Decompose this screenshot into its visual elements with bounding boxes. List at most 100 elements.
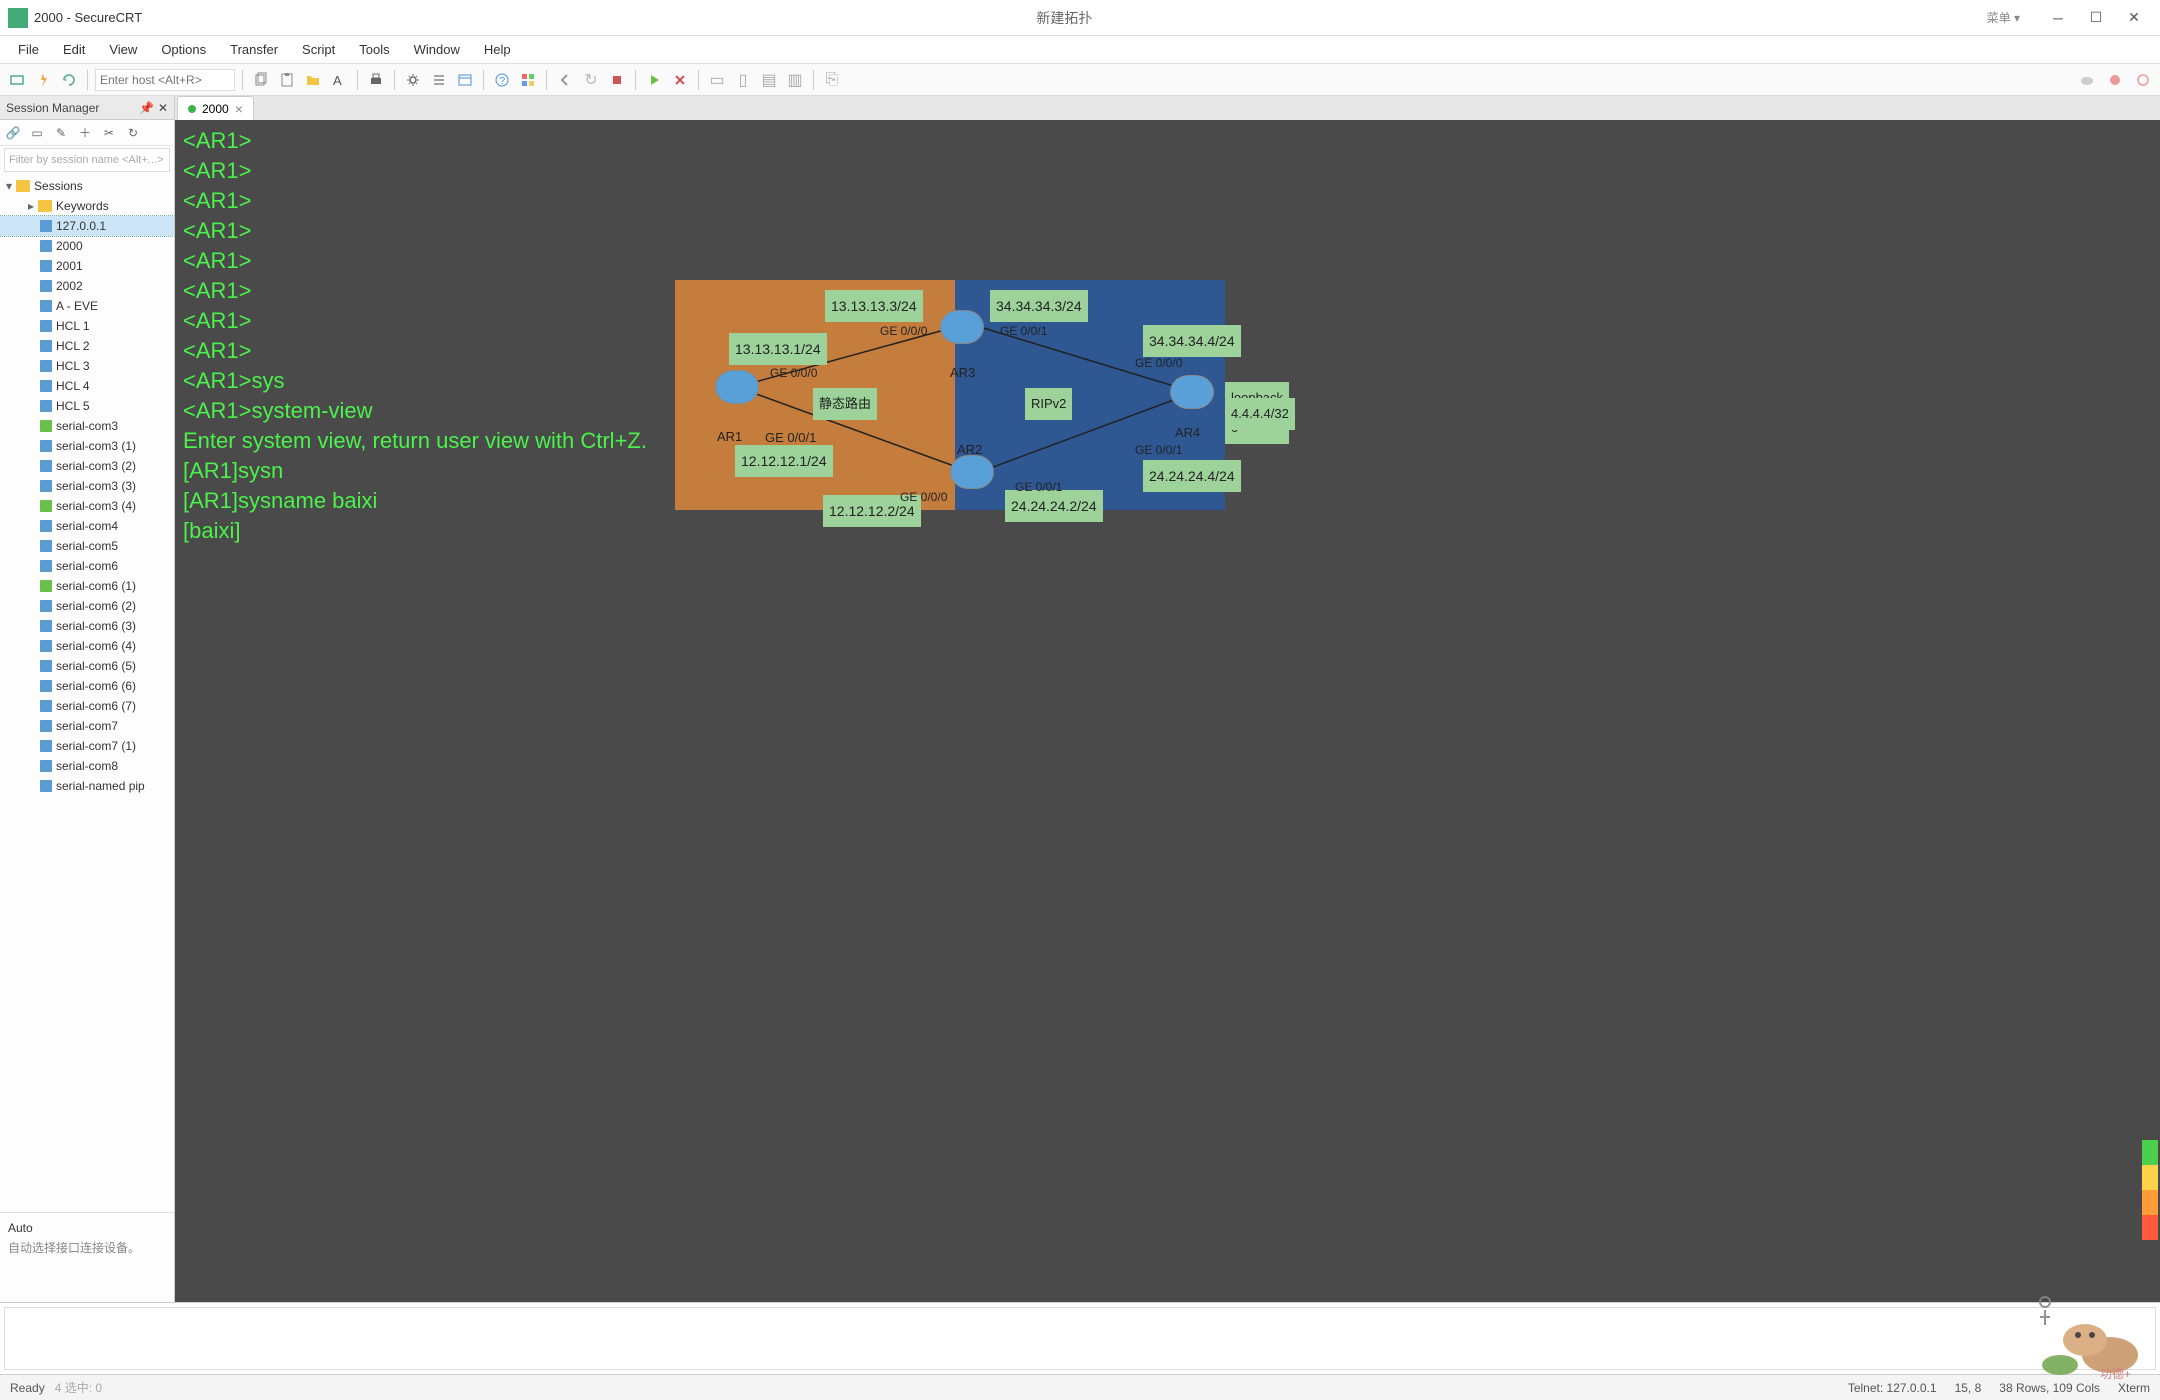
sm-tool-link-icon[interactable]: 🔗 [4,124,22,142]
session-hcl-3[interactable]: HCL 3 [0,356,174,376]
session-manager-toolbar: 🔗 ▭ ✎ ＋ ✂ ↻ [0,120,174,146]
session-icon [40,340,52,352]
pin-icon[interactable]: 📌 [139,101,154,115]
session-serial-com6-4-[interactable]: serial-com6 (4) [0,636,174,656]
session-2001[interactable]: 2001 [0,256,174,276]
toolbar-gear-icon[interactable] [402,69,424,91]
toolbar-tab-icon[interactable]: ⎘ [821,69,843,91]
toolbar-connect-icon[interactable] [6,69,28,91]
color-gauge [2142,1140,2158,1240]
sm-tool-cut-icon[interactable]: ✂ [100,124,118,142]
command-input[interactable] [4,1307,2156,1370]
panel-close-icon[interactable]: ✕ [158,101,168,115]
session-icon [40,520,52,532]
toolbar-reload-icon[interactable]: ↻ [580,69,602,91]
menu-window[interactable]: Window [404,40,470,59]
menu-options[interactable]: Options [151,40,216,59]
session-2002[interactable]: 2002 [0,276,174,296]
menu-edit[interactable]: Edit [53,40,95,59]
toolbar-gear2-icon[interactable] [2132,69,2154,91]
session-icon [40,600,52,612]
toolbar-win-icon[interactable] [454,69,476,91]
host-input[interactable] [95,69,235,91]
menu-help[interactable]: Help [474,40,521,59]
interface-label: GE 0/0/0 [1135,348,1182,378]
session-icon [40,780,52,792]
menu-script[interactable]: Script [292,40,345,59]
session-tree[interactable]: ▾ Sessions ▸Keywords127.0.0.120002001200… [0,174,174,1212]
toolbar-quick-icon[interactable] [32,69,54,91]
session-127-0-0-1[interactable]: 127.0.0.1 [0,216,174,236]
session-serial-com7[interactable]: serial-com7 [0,716,174,736]
toolbar-flower-icon[interactable] [2104,69,2126,91]
session-serial-com6-6-[interactable]: serial-com6 (6) [0,676,174,696]
session-serial-com3-2-[interactable]: serial-com3 (2) [0,456,174,476]
toolbar-grid-icon[interactable] [517,69,539,91]
session-serial-com3-4-[interactable]: serial-com3 (4) [0,496,174,516]
session-serial-com3-3-[interactable]: serial-com3 (3) [0,476,174,496]
toolbar-copy-icon[interactable] [250,69,272,91]
router-ar1[interactable] [715,370,759,404]
session-serial-com6-5-[interactable]: serial-com6 (5) [0,656,174,676]
session-serial-com3-1-[interactable]: serial-com3 (1) [0,436,174,456]
session-hcl-2[interactable]: HCL 2 [0,336,174,356]
session-label: serial-com6 [56,559,118,573]
top-right-label[interactable]: 菜单 ▾ [1987,9,2020,26]
topology-overlay: 13.13.13.1/2413.13.13.3/2412.12.12.1/241… [675,280,1225,512]
toolbar-stop-icon[interactable] [606,69,628,91]
toolbar-folder-icon[interactable] [302,69,324,91]
session-hcl-4[interactable]: HCL 4 [0,376,174,396]
toolbar-win1-icon[interactable]: ▭ [706,69,728,91]
toolbar-win4-icon[interactable]: ▥ [784,69,806,91]
session-keywords[interactable]: ▸Keywords [0,196,174,216]
session-serial-com3[interactable]: serial-com3 [0,416,174,436]
toolbar-print-icon[interactable] [365,69,387,91]
toolbar-win2-icon[interactable]: ▯ [732,69,754,91]
menu-transfer[interactable]: Transfer [220,40,288,59]
session-hcl-1[interactable]: HCL 1 [0,316,174,336]
session-serial-com5[interactable]: serial-com5 [0,536,174,556]
terminal[interactable]: <AR1><AR1><AR1><AR1><AR1><AR1><AR1><AR1>… [175,120,2160,1302]
minimize-button[interactable]: ─ [2040,6,2076,30]
session-hcl-5[interactable]: HCL 5 [0,396,174,416]
session-serial-com6-3-[interactable]: serial-com6 (3) [0,616,174,636]
session-manager-panel: Session Manager 📌 ✕ 🔗 ▭ ✎ ＋ ✂ ↻ Filter b… [0,96,175,1302]
session-serial-com7-1-[interactable]: serial-com7 (1) [0,736,174,756]
menu-file[interactable]: File [8,40,49,59]
toolbar-help-icon[interactable]: ? [491,69,513,91]
toolbar-win3-icon[interactable]: ▤ [758,69,780,91]
toolbar-list-icon[interactable] [428,69,450,91]
session-icon [40,680,52,692]
sm-tool-box-icon[interactable]: ▭ [28,124,46,142]
session-serial-com8[interactable]: serial-com8 [0,756,174,776]
session-icon [40,540,52,552]
session-a-eve[interactable]: A - EVE [0,296,174,316]
toolbar-font-icon[interactable]: A [328,69,350,91]
tab-2000[interactable]: 2000 × [177,96,254,120]
toolbar-back-icon[interactable] [554,69,576,91]
maximize-button[interactable]: ☐ [2078,6,2114,30]
toolbar-cancel-icon[interactable] [669,69,691,91]
sm-tool-add-icon[interactable]: ＋ [76,124,94,142]
toolbar-cloud-icon[interactable] [2076,69,2098,91]
router-ar3[interactable] [940,310,984,344]
toolbar-refresh-icon[interactable] [58,69,80,91]
toolbar-play-icon[interactable] [643,69,665,91]
tree-root[interactable]: ▾ Sessions [0,176,174,196]
menu-tools[interactable]: Tools [349,40,399,59]
session-serial-com6-7-[interactable]: serial-com6 (7) [0,696,174,716]
session-serial-named-pip[interactable]: serial-named pip [0,776,174,796]
session-serial-com6-1-[interactable]: serial-com6 (1) [0,576,174,596]
session-serial-com6-2-[interactable]: serial-com6 (2) [0,596,174,616]
tab-close-icon[interactable]: × [235,101,243,117]
session-filter-input[interactable]: Filter by session name <Alt+...> [4,148,170,172]
close-button[interactable]: ✕ [2116,6,2152,30]
toolbar-paste-icon[interactable] [276,69,298,91]
sm-tool-ref-icon[interactable]: ↻ [124,124,142,142]
sm-tool-new-icon[interactable]: ✎ [52,124,70,142]
menu-view[interactable]: View [99,40,147,59]
router-ar4[interactable] [1170,375,1214,409]
session-serial-com6[interactable]: serial-com6 [0,556,174,576]
session-serial-com4[interactable]: serial-com4 [0,516,174,536]
session-2000[interactable]: 2000 [0,236,174,256]
